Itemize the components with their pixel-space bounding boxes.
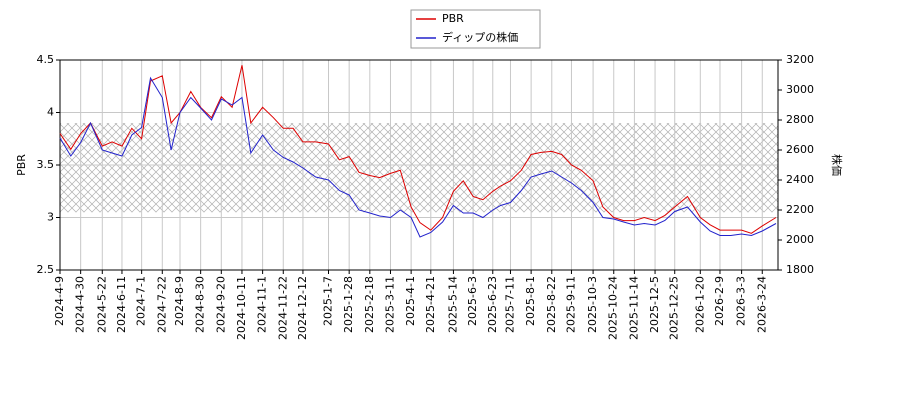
y2-tick-label: 2600 <box>786 143 814 156</box>
x-tick-label: 2025-5-14 <box>446 276 459 333</box>
x-tick-label: 2025-11-14 <box>627 276 640 340</box>
x-tick-label: 2024-4-9 <box>53 276 66 326</box>
legend-label: PBR <box>442 12 464 25</box>
y-tick-label: 4.5 <box>37 53 55 66</box>
x-tick-label: 2024-7-1 <box>135 276 148 326</box>
x-tick-label: 2025-10-3 <box>586 276 599 333</box>
x-tick-label: 2024-12-12 <box>296 276 309 340</box>
x-tick-label: 2024-11-1 <box>256 276 269 333</box>
x-tick-label: 2025-2-18 <box>363 276 376 333</box>
y2-tick-label: 3000 <box>786 83 814 96</box>
y-axis-label: PBR <box>15 154 28 176</box>
x-tick-label: 2025-4-21 <box>424 276 437 333</box>
x-tick-label: 2026-3-3 <box>735 276 748 326</box>
series-line <box>59 76 777 238</box>
x-tick-label: 2025-9-11 <box>564 276 577 333</box>
x-tick-label: 2025-8-1 <box>524 276 537 326</box>
x-tick-label: 2024-8-30 <box>194 276 207 333</box>
legend-label: ディップの株価 <box>442 30 518 44</box>
x-tick-label: 2024-9-20 <box>214 276 227 333</box>
x-tick-label: 2024-4-30 <box>74 276 87 333</box>
x-tick-label: 2024-7-22 <box>155 276 168 333</box>
y-tick-label: 4 <box>47 106 54 119</box>
x-tick-label: 2025-12-25 <box>668 276 681 340</box>
x-tick-label: 2025-6-23 <box>486 276 499 333</box>
y-tick-label: 2.5 <box>37 263 55 276</box>
y-tick-label: 3 <box>47 211 54 224</box>
x-tick-label: 2026-3-24 <box>755 276 768 333</box>
x-tick-label: 2024-8-9 <box>173 276 186 326</box>
y2-tick-label: 2400 <box>786 173 814 186</box>
x-tick-label: 2024-5-22 <box>95 276 108 333</box>
x-tick-label: 2025-12-5 <box>648 276 661 333</box>
x-tick-label: 2025-3-11 <box>383 276 396 333</box>
shaded-range <box>60 123 778 213</box>
y2-tick-label: 3200 <box>786 53 814 66</box>
x-tick-label: 2025-8-22 <box>545 276 558 333</box>
y2-tick-label: 2200 <box>786 203 814 216</box>
x-tick-label: 2024-6-11 <box>115 276 128 333</box>
y2-tick-label: 2000 <box>786 233 814 246</box>
x-tick-label: 2024-11-22 <box>276 276 289 340</box>
x-tick-label: 2026-2-9 <box>713 276 726 326</box>
y-tick-label: 3.5 <box>37 158 55 171</box>
x-tick-label: 2025-7-11 <box>503 276 516 333</box>
x-tick-label: 2025-1-28 <box>342 276 355 333</box>
series-line <box>59 65 777 234</box>
x-tick-label: 2025-4-1 <box>404 276 417 326</box>
y2-tick-label: 1800 <box>786 263 814 276</box>
x-tick-label: 2025-1-7 <box>322 276 335 326</box>
x-tick-label: 2025-10-24 <box>607 276 620 340</box>
x-tick-label: 2024-10-11 <box>235 276 248 340</box>
x-tick-label: 2025-6-3 <box>466 276 479 326</box>
y2-tick-label: 2800 <box>786 113 814 126</box>
x-tick-label: 2026-1-20 <box>693 276 706 333</box>
y2-axis-label: 株価 <box>830 154 844 176</box>
legend <box>410 9 541 49</box>
